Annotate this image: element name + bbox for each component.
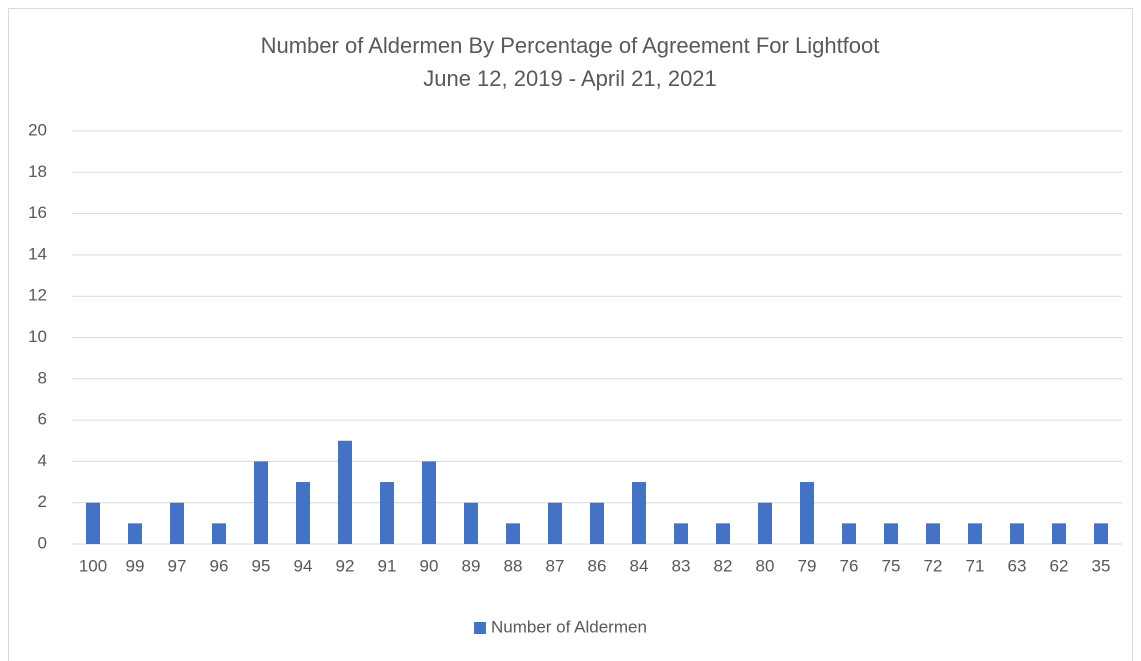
y-tick-label: 20 <box>28 120 47 139</box>
y-tick-label: 8 <box>38 368 47 387</box>
x-tick-label: 62 <box>1050 556 1069 575</box>
x-tick-label: 88 <box>504 556 523 575</box>
bar <box>800 482 814 544</box>
y-tick-label: 0 <box>38 533 47 552</box>
x-tick-label: 71 <box>966 556 985 575</box>
x-tick-label: 92 <box>336 556 355 575</box>
x-tick-label: 89 <box>462 556 481 575</box>
x-tick-label: 99 <box>126 556 145 575</box>
y-tick-label: 16 <box>28 203 47 222</box>
x-tick-label: 94 <box>294 556 313 575</box>
x-tick-label: 83 <box>672 556 691 575</box>
bar <box>296 482 310 544</box>
bar <box>338 440 352 544</box>
x-tick-label: 80 <box>756 556 775 575</box>
bar <box>506 523 520 544</box>
bar <box>1052 523 1066 544</box>
bar <box>884 523 898 544</box>
x-tick-label: 35 <box>1092 556 1111 575</box>
y-tick-label: 12 <box>28 286 47 305</box>
x-tick-label: 84 <box>630 556 649 575</box>
y-tick-label: 6 <box>38 410 47 429</box>
bar <box>1094 523 1108 544</box>
bar <box>212 523 226 544</box>
x-tick-label: 95 <box>252 556 271 575</box>
bar <box>548 502 562 544</box>
x-tick-label: 86 <box>588 556 607 575</box>
bar <box>170 502 184 544</box>
bar <box>632 482 646 544</box>
x-tick-label: 63 <box>1008 556 1027 575</box>
bar <box>422 461 436 544</box>
bar <box>926 523 940 544</box>
chart-border <box>8 8 1133 661</box>
x-tick-label: 96 <box>210 556 229 575</box>
x-tick-label: 90 <box>420 556 439 575</box>
x-tick-label: 79 <box>798 556 817 575</box>
y-tick-label: 18 <box>28 162 47 181</box>
x-tick-label: 76 <box>840 556 859 575</box>
y-tick-label: 10 <box>28 327 47 346</box>
chart-title: Number of Aldermen By Percentage of Agre… <box>261 33 880 58</box>
bar <box>842 523 856 544</box>
x-tick-label: 72 <box>924 556 943 575</box>
y-tick-label: 2 <box>38 492 47 511</box>
bar <box>674 523 688 544</box>
x-tick-label: 75 <box>882 556 901 575</box>
legend-swatch <box>474 622 486 634</box>
legend-label: Number of Aldermen <box>491 617 647 636</box>
x-tick-label: 97 <box>168 556 187 575</box>
bar <box>86 502 100 544</box>
chart-subtitle: June 12, 2019 - April 21, 2021 <box>423 66 717 91</box>
x-tick-label: 100 <box>79 556 107 575</box>
bar <box>716 523 730 544</box>
y-tick-label: 4 <box>38 451 47 470</box>
x-tick-label: 87 <box>546 556 565 575</box>
bar <box>464 502 478 544</box>
bar <box>254 461 268 544</box>
y-tick-label: 14 <box>28 244 47 263</box>
bar <box>758 502 772 544</box>
bar <box>1010 523 1024 544</box>
x-tick-label: 82 <box>714 556 733 575</box>
x-tick-label: 91 <box>378 556 397 575</box>
bar <box>590 502 604 544</box>
bar <box>380 482 394 544</box>
bar <box>128 523 142 544</box>
bar <box>968 523 982 544</box>
